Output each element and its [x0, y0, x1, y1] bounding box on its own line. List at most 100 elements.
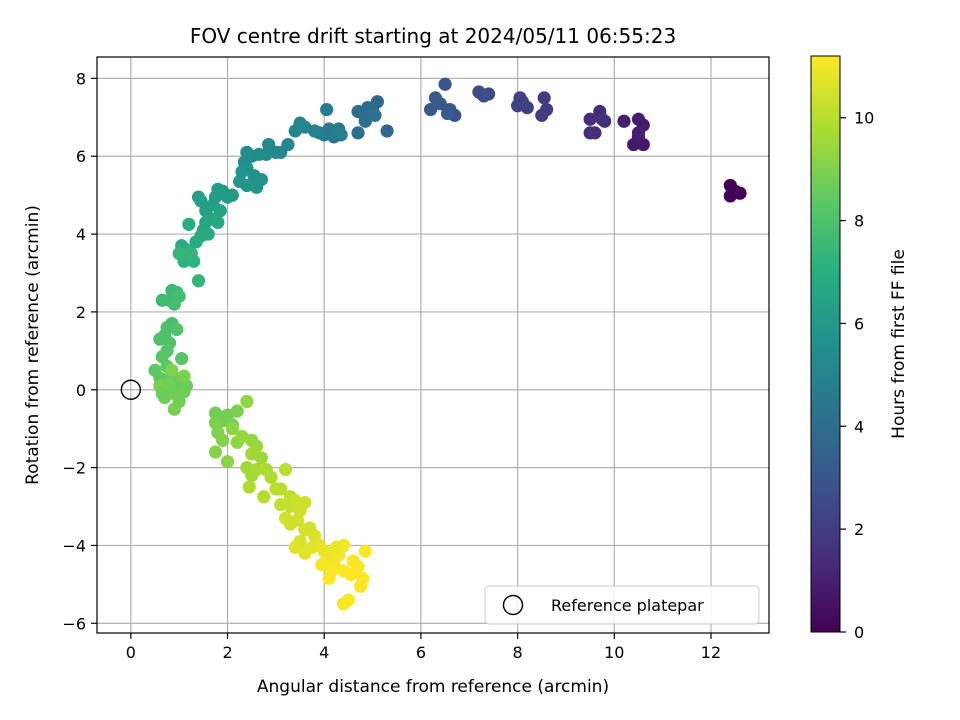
scatter-point — [257, 490, 271, 504]
scatter-point — [617, 114, 631, 128]
scatter-point — [170, 322, 184, 337]
scatter-point — [515, 95, 530, 109]
y-tick-label: 0 — [76, 381, 86, 400]
scatter-point — [631, 126, 646, 140]
scatter-point — [155, 350, 169, 364]
scatter-point — [249, 462, 264, 477]
x-tick-label: 6 — [416, 643, 426, 662]
scatter-point — [233, 174, 247, 189]
scatter-point — [191, 190, 206, 204]
plot-frame — [96, 56, 770, 634]
scatter-point — [172, 246, 186, 261]
scatter-point — [588, 126, 602, 140]
y-tick-label: −6 — [62, 614, 86, 633]
scatter-point — [167, 402, 181, 416]
scatter-point — [535, 108, 549, 122]
reference-platepar-point — [120, 379, 142, 400]
colorbar-ticks: 0 2 4 6 8 10 — [840, 109, 874, 642]
scatter-point — [320, 102, 334, 117]
scatter-point — [240, 394, 254, 409]
x-tick-label: 8 — [513, 643, 523, 662]
scatter-point — [245, 447, 259, 461]
y-tick-label: −2 — [62, 459, 86, 478]
scatter-point — [322, 571, 336, 586]
scatter-point — [423, 102, 438, 117]
scatter-point — [278, 462, 293, 477]
scatter-point — [428, 91, 443, 105]
scatter-point — [303, 521, 317, 535]
y-tick-label: 6 — [76, 147, 86, 166]
legend-marker-icon — [502, 594, 524, 616]
colorbar-tick-label: 10 — [854, 109, 874, 128]
scatter-point — [583, 112, 597, 126]
scatter-point — [165, 363, 179, 377]
scatter-point — [288, 540, 302, 554]
colorbar-label: Hours from first FF file — [889, 249, 909, 439]
colorbar-tick-label: 8 — [854, 212, 864, 231]
scatter-point — [440, 106, 455, 121]
scatter-point — [298, 496, 312, 510]
colorbar-tick-label: 2 — [854, 520, 864, 539]
reference-marker — [120, 379, 142, 400]
x-tick-label: 0 — [126, 643, 136, 662]
scatter-point — [269, 482, 283, 496]
scatter-point — [315, 558, 329, 572]
scatter-point — [728, 184, 742, 198]
data-points — [148, 77, 747, 611]
x-tick-label: 4 — [319, 643, 329, 662]
scatter-point — [162, 377, 177, 391]
scatter-point — [167, 297, 181, 311]
chart-title: FOV centre drift starting at 2024/05/11 … — [190, 24, 676, 48]
scatter-point — [264, 470, 278, 484]
x-axis-label: Angular distance from reference (arcmin) — [257, 677, 609, 697]
scatter-point — [288, 124, 302, 138]
scatter-point — [213, 204, 227, 218]
scatter-point — [208, 445, 223, 459]
scatter-point — [175, 352, 189, 366]
scatter-point — [189, 235, 203, 249]
y-tick-label: −4 — [62, 536, 86, 555]
scatter-point — [242, 480, 256, 494]
x-tick-label: 12 — [701, 643, 721, 662]
scatter-point — [351, 126, 365, 140]
scatter-point — [155, 293, 169, 307]
colorbar-tick-label: 6 — [854, 314, 864, 333]
scatter-point — [537, 91, 551, 105]
scatter-point — [336, 597, 351, 611]
scatter-point — [334, 128, 348, 142]
scatter-point — [211, 215, 225, 230]
y-tick-label: 4 — [76, 225, 86, 244]
x-tick-label: 2 — [222, 643, 232, 662]
legend-box — [484, 585, 760, 625]
scatter-point — [184, 246, 198, 261]
scatter-point — [380, 124, 394, 138]
colorbar: 0 2 4 6 8 10 Hours from first FF file — [810, 55, 909, 642]
y-axis-label: Rotation from reference (arcmin) — [23, 205, 43, 485]
scatter-point — [225, 422, 239, 436]
x-tick-label: 10 — [604, 643, 624, 662]
scatter-point — [353, 579, 368, 593]
colorbar-tick-label: 4 — [854, 417, 864, 436]
colorbar-gradient — [810, 55, 841, 633]
scatter-point — [438, 77, 452, 91]
scatter-point — [230, 404, 244, 418]
scatter-point — [177, 385, 191, 399]
scatter-point — [216, 433, 230, 447]
y-axis-ticks: −6 −4 −2 0 2 4 6 8 — [62, 69, 97, 633]
grid-lines — [97, 57, 769, 633]
scatter-point — [182, 217, 196, 231]
y-tick-label: 8 — [76, 69, 86, 88]
colorbar-tick-label: 0 — [854, 623, 864, 642]
scatter-point — [220, 455, 235, 469]
scatter-point — [329, 540, 343, 554]
scatter-point — [477, 89, 491, 103]
legend-entry: Reference platepar — [551, 596, 704, 615]
scatter-point — [191, 274, 206, 288]
scatter-point — [346, 554, 360, 568]
legend: Reference platepar — [484, 585, 760, 625]
scatter-point — [368, 108, 382, 122]
x-axis-ticks: 0 2 4 6 8 10 12 — [126, 633, 721, 662]
scatter-point — [595, 112, 609, 126]
scatter-point — [177, 369, 191, 383]
